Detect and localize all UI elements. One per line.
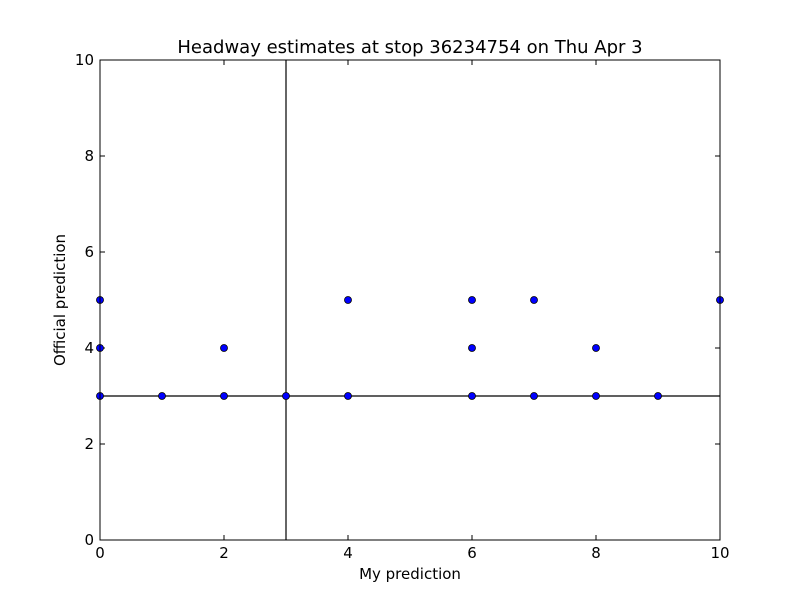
y-axis-label: Official prediction — [51, 234, 69, 366]
point — [468, 296, 476, 304]
point — [592, 392, 600, 400]
point — [592, 344, 600, 352]
y-tick-label: 6 — [84, 243, 94, 261]
point — [344, 392, 352, 400]
x-tick-label: 6 — [467, 544, 477, 562]
x-tick-label: 0 — [95, 544, 105, 562]
point — [220, 392, 228, 400]
x-axis-label: My prediction — [359, 565, 461, 583]
point — [468, 344, 476, 352]
point — [344, 296, 352, 304]
y-tick-label: 10 — [75, 51, 94, 69]
y-tick-label: 4 — [84, 339, 94, 357]
point — [654, 392, 662, 400]
point — [158, 392, 166, 400]
point — [220, 344, 228, 352]
y-tick-label: 0 — [84, 531, 94, 549]
y-tick-label: 8 — [84, 147, 94, 165]
point — [282, 392, 290, 400]
x-tick-label: 2 — [219, 544, 229, 562]
plot-frame — [99, 59, 721, 541]
chart-title: Headway estimates at stop 36234754 on Th… — [177, 37, 642, 58]
x-tick-label: 8 — [591, 544, 601, 562]
x-tick-label: 4 — [343, 544, 353, 562]
x-tick-label: 10 — [710, 544, 729, 562]
point — [530, 296, 538, 304]
point — [468, 392, 476, 400]
point — [530, 392, 538, 400]
y-tick-label: 2 — [84, 435, 94, 453]
